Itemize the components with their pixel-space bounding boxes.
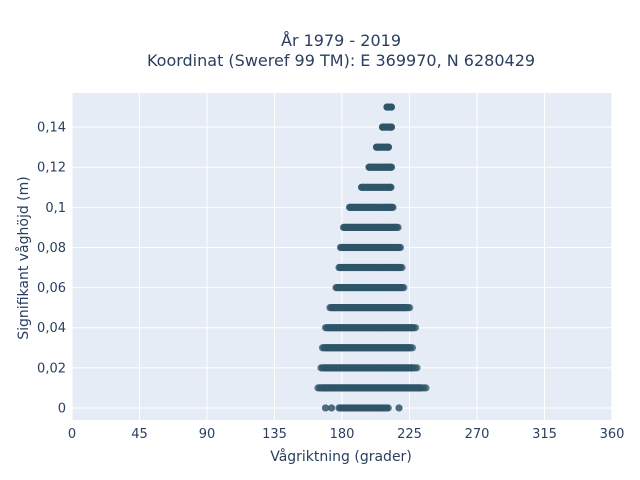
data-point xyxy=(337,243,345,252)
y-tick-label: 0,1 xyxy=(45,201,66,216)
data-point xyxy=(340,223,348,232)
x-tick-labels: 0 45 90 135 180 225 270 315 360 xyxy=(68,427,625,442)
y-tick-label: 0,12 xyxy=(37,161,66,176)
data-point xyxy=(396,243,405,252)
data-point xyxy=(333,284,341,292)
data-point xyxy=(411,324,420,332)
x-tick-label: 270 xyxy=(465,427,490,442)
x-tick-label: 135 xyxy=(262,427,287,442)
data-point xyxy=(387,103,396,111)
data-point xyxy=(400,284,408,292)
x-tick-label: 0 xyxy=(68,427,76,442)
y-tick-label: 0 xyxy=(58,401,66,416)
data-point xyxy=(384,404,392,412)
data-point xyxy=(379,123,387,131)
y-tick-labels: 0 0,02 0,04 0,06 0,08 0,1 0,12 0,14 xyxy=(37,121,66,417)
x-tick-label: 45 xyxy=(131,427,148,442)
y-tick-label: 0,02 xyxy=(37,361,66,376)
data-point xyxy=(316,384,324,392)
y-tick-label: 0,06 xyxy=(37,281,66,296)
data-point xyxy=(320,344,328,352)
data-point xyxy=(394,223,402,232)
data-point xyxy=(384,143,393,151)
data-point xyxy=(413,364,421,372)
x-tick-label: 315 xyxy=(532,427,557,442)
chart-title-line-1: År 1979 - 2019 xyxy=(281,31,401,50)
x-axis-title: Vågriktning (grader) xyxy=(270,448,412,465)
data-point xyxy=(373,143,381,151)
data-point xyxy=(387,163,396,171)
data-point xyxy=(387,183,395,191)
data-point xyxy=(406,304,414,312)
data-points xyxy=(314,103,430,412)
data-point xyxy=(323,324,331,332)
x-tick-label: 90 xyxy=(199,427,216,442)
chart-title-line-2: Koordinat (Sweref 99 TM): E 369970, N 62… xyxy=(147,51,535,70)
y-tick-label: 0,08 xyxy=(37,241,66,256)
data-point xyxy=(398,263,406,272)
data-point xyxy=(387,123,396,131)
y-axis-title: Signifikant våghöjd (m) xyxy=(15,176,32,339)
data-point xyxy=(408,344,417,352)
x-tick-label: 180 xyxy=(330,427,355,442)
data-point xyxy=(318,364,327,372)
x-tick-label: 360 xyxy=(600,427,625,442)
data-point xyxy=(346,203,354,211)
y-tick-label: 0,04 xyxy=(37,321,66,336)
data-point xyxy=(365,163,373,171)
x-gridlines xyxy=(71,93,613,420)
data-point xyxy=(336,263,344,272)
y-tick-label: 0,14 xyxy=(37,121,66,136)
data-point xyxy=(327,304,335,312)
data-point xyxy=(321,404,330,412)
data-point xyxy=(422,384,430,392)
data-point xyxy=(389,203,397,211)
x-tick-label: 225 xyxy=(397,427,422,442)
data-point xyxy=(327,404,336,412)
data-point xyxy=(358,183,366,191)
data-point xyxy=(395,404,403,412)
